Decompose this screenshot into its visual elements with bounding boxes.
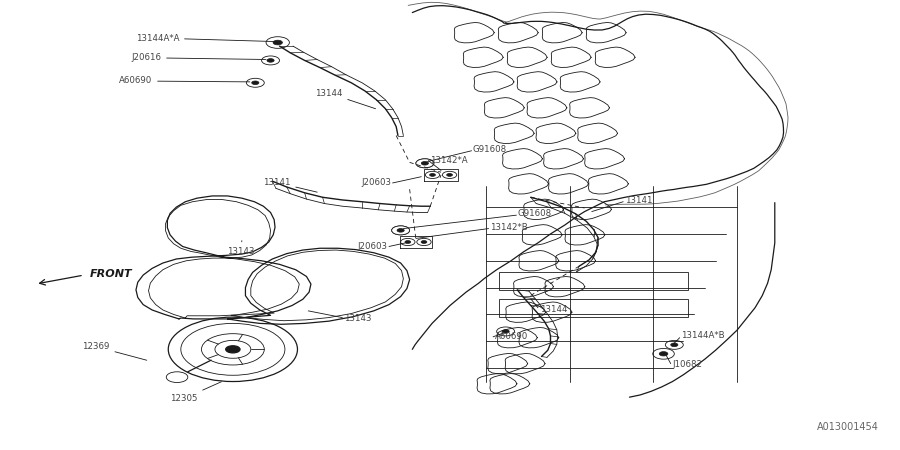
- Circle shape: [417, 238, 431, 246]
- Circle shape: [392, 226, 410, 235]
- Text: 13141: 13141: [625, 196, 652, 205]
- Text: 12369: 12369: [82, 342, 147, 360]
- Circle shape: [446, 174, 453, 176]
- Circle shape: [226, 346, 240, 353]
- Circle shape: [443, 171, 456, 179]
- Circle shape: [247, 78, 265, 87]
- Circle shape: [502, 330, 509, 333]
- Text: A013001454: A013001454: [817, 422, 879, 432]
- Text: 13143: 13143: [344, 315, 372, 324]
- Text: J10682: J10682: [672, 360, 703, 369]
- Circle shape: [665, 340, 683, 349]
- Text: FRONT: FRONT: [89, 269, 132, 279]
- Text: 12305: 12305: [170, 382, 221, 403]
- Circle shape: [397, 229, 404, 232]
- Text: 13142*A: 13142*A: [430, 156, 468, 165]
- Circle shape: [267, 58, 274, 62]
- Text: 13144: 13144: [540, 305, 567, 314]
- Circle shape: [659, 351, 668, 356]
- Circle shape: [405, 241, 410, 243]
- Text: 13144A*A: 13144A*A: [136, 34, 275, 43]
- Text: J20603: J20603: [362, 178, 392, 187]
- Circle shape: [421, 162, 428, 165]
- Circle shape: [497, 327, 515, 336]
- Circle shape: [652, 348, 674, 359]
- Bar: [500, 299, 688, 317]
- Text: G91608: G91608: [518, 209, 552, 218]
- Text: J20603: J20603: [357, 242, 387, 251]
- Circle shape: [416, 159, 434, 168]
- Circle shape: [266, 37, 290, 48]
- Circle shape: [426, 171, 440, 179]
- Circle shape: [392, 226, 410, 235]
- Text: 13143: 13143: [227, 241, 255, 256]
- Circle shape: [262, 56, 280, 65]
- Circle shape: [429, 174, 436, 176]
- Text: 13144: 13144: [315, 89, 375, 109]
- Text: A60690: A60690: [495, 332, 528, 341]
- Text: J20616: J20616: [131, 53, 266, 62]
- Text: 13141: 13141: [263, 178, 317, 192]
- Text: 13144A*B: 13144A*B: [681, 331, 725, 340]
- Text: A60690: A60690: [119, 76, 250, 86]
- Circle shape: [416, 159, 434, 168]
- Circle shape: [252, 81, 259, 85]
- Circle shape: [273, 40, 283, 45]
- Text: G91608: G91608: [472, 145, 507, 154]
- Circle shape: [421, 241, 427, 243]
- Circle shape: [670, 343, 678, 346]
- Circle shape: [400, 238, 415, 246]
- Bar: [500, 272, 688, 290]
- Text: 13142*B: 13142*B: [491, 223, 528, 232]
